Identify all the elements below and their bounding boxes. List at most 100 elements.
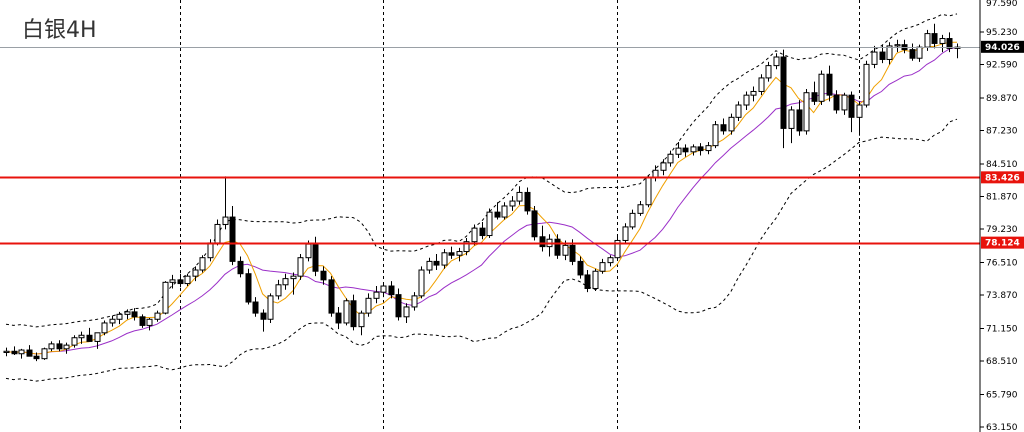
candle-body [803, 92, 810, 132]
price-axis: 95.230 92.590 89.870 87.230 84.510 81.870 79.2… [980, 0, 1018, 432]
candle-107 [803, 89, 810, 135]
candle-body [728, 116, 735, 132]
current-price-tag-label: 94.026 [985, 43, 1020, 53]
candle-108 [811, 81, 818, 106]
candle-body [539, 236, 546, 248]
candle-72 [539, 225, 546, 252]
current-price-tag-bg [981, 40, 1024, 53]
candle-47 [350, 294, 357, 331]
candle-body [395, 294, 402, 318]
candle-body [645, 177, 652, 206]
candle-65 [486, 208, 493, 238]
candle-body [312, 243, 319, 272]
candle-40 [297, 254, 304, 280]
price-tick-label: 81.870 [986, 193, 1018, 203]
candle-body [124, 311, 131, 315]
candle-body [260, 312, 267, 320]
candle-44 [328, 276, 335, 317]
candle-body [811, 92, 818, 102]
level-tag-2-bg [981, 236, 1024, 249]
candle-body [886, 45, 893, 60]
candle-115 [863, 60, 870, 108]
candle-92 [690, 144, 697, 156]
candle-body [720, 124, 727, 132]
candle-82 [614, 236, 621, 261]
candle-81 [607, 255, 614, 267]
candle-body [712, 124, 719, 147]
candle-body [675, 147, 682, 155]
candle-body [328, 279, 335, 314]
candle-body [86, 334, 93, 342]
candle-38 [282, 273, 289, 290]
price-tags: 83.426 78.124 94.026 [981, 40, 1024, 249]
candle-104 [780, 49, 787, 149]
candle-69 [516, 186, 523, 205]
candle-body [192, 269, 199, 277]
candle-body [335, 312, 342, 324]
candle-51 [380, 282, 387, 298]
candle-96 [720, 118, 727, 135]
candle-body [373, 291, 380, 299]
candle-93 [697, 143, 704, 156]
candle-24 [177, 273, 184, 288]
candle-25 [184, 273, 191, 287]
candle-body [871, 51, 878, 65]
candle-body [509, 200, 516, 207]
candle-body [690, 146, 697, 153]
candle-8 [56, 340, 63, 352]
candle-body [441, 252, 448, 266]
candle-body [780, 56, 787, 129]
candle-body [826, 73, 833, 96]
candle-79 [592, 268, 599, 291]
candle-body [63, 344, 70, 350]
candle-body [486, 211, 493, 237]
candle-body [501, 205, 508, 218]
candle-body [320, 270, 327, 281]
candle-body [154, 312, 161, 320]
candle-21 [154, 310, 161, 322]
candle-body [169, 279, 176, 283]
candle-body [94, 332, 101, 342]
candle-body [879, 51, 886, 60]
candle-body [607, 257, 614, 264]
candle-33 [245, 268, 252, 305]
candle-body [11, 350, 18, 355]
candle-46 [343, 298, 350, 326]
candle-body [848, 94, 855, 118]
candle-58 [433, 254, 440, 271]
candle-body [237, 260, 244, 275]
candle-34 [252, 297, 259, 317]
candle-body [18, 349, 25, 355]
price-tick-label: 76.510 [986, 258, 1018, 268]
candle-body [660, 162, 667, 171]
candle-39 [290, 272, 297, 295]
candle-body [350, 300, 357, 328]
candle-body [833, 94, 840, 111]
candle-body [184, 275, 191, 285]
price-tick-label: 71.150 [986, 324, 1018, 334]
candle-74 [554, 234, 561, 259]
price-tick-label: 63.150 [986, 423, 1018, 432]
candle-body [433, 260, 440, 266]
price-tick-label: 79.230 [986, 225, 1018, 235]
candle-11 [78, 331, 85, 344]
candle-body [569, 244, 576, 262]
candle-body [26, 349, 33, 357]
candle-45 [335, 306, 342, 330]
candle-70 [524, 187, 531, 215]
candle-119 [894, 39, 901, 53]
vertical-separators [180, 0, 860, 432]
candle-body [758, 77, 765, 92]
candle-111 [833, 90, 840, 114]
candle-body [3, 350, 10, 354]
candle-26 [192, 266, 199, 282]
candle-1 [3, 347, 10, 357]
candle-body [494, 211, 501, 218]
candle-59 [441, 249, 448, 269]
candle-22 [162, 281, 169, 315]
candle-17 [124, 309, 131, 320]
candle-body [841, 94, 848, 111]
candle-86 [645, 175, 652, 208]
